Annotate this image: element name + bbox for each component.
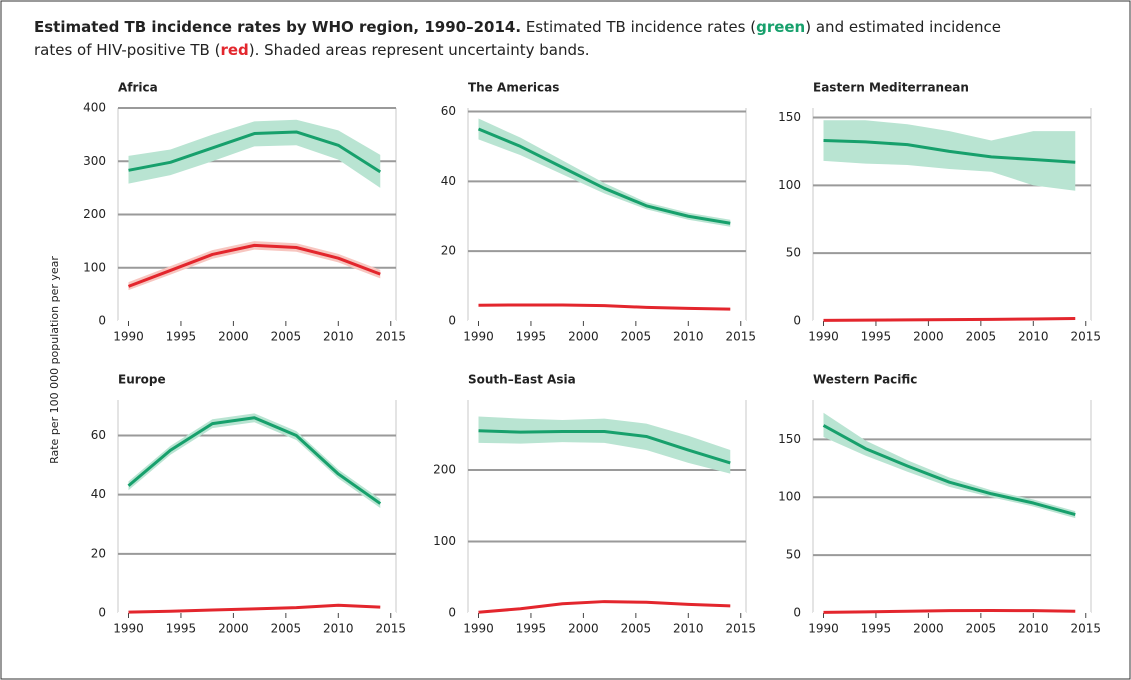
series-line bbox=[127, 243, 381, 288]
series-line bbox=[823, 139, 1076, 164]
y-tick-label: 400 bbox=[83, 101, 106, 115]
y-tick-label: 20 bbox=[441, 244, 456, 258]
x-tick-label: 2000 bbox=[568, 330, 599, 344]
y-tick-label: 20 bbox=[91, 546, 106, 560]
series-line bbox=[127, 416, 382, 505]
y-tick-label: 100 bbox=[778, 178, 801, 192]
y-tick-label: 50 bbox=[786, 548, 801, 562]
panel-title: Eastern Mediterranean bbox=[813, 81, 969, 95]
y-tick-label: 0 bbox=[98, 606, 106, 620]
series-line bbox=[128, 603, 381, 614]
caption-green: green bbox=[756, 18, 805, 36]
x-tick-label: 2005 bbox=[621, 622, 652, 636]
x-tick-label: 2010 bbox=[1018, 330, 1049, 344]
x-tick-label: 2010 bbox=[673, 330, 704, 344]
x-tick-label: 1995 bbox=[516, 330, 547, 344]
x-tick-label: 2015 bbox=[375, 330, 406, 344]
x-tick-label: 2000 bbox=[568, 622, 599, 636]
series-line bbox=[823, 608, 1076, 614]
y-tick-label: 60 bbox=[441, 104, 456, 118]
uncertainty-band bbox=[478, 416, 731, 474]
uncertainty-band bbox=[128, 241, 381, 291]
uncertainty-band bbox=[128, 119, 381, 188]
caption-text: Estimated TB incidence rates ( bbox=[526, 18, 756, 36]
y-tick-label: 50 bbox=[786, 246, 801, 260]
x-tick-label: 1995 bbox=[166, 330, 197, 344]
y-tick-label: 40 bbox=[441, 174, 456, 188]
y-tick-label: 200 bbox=[83, 207, 106, 221]
y-tick-label: 0 bbox=[793, 314, 801, 328]
x-tick-label: 2010 bbox=[1018, 622, 1049, 636]
y-tick-label: 40 bbox=[91, 487, 106, 501]
series-line bbox=[477, 127, 731, 225]
x-tick-label: 1990 bbox=[463, 330, 494, 344]
y-tick-label: 0 bbox=[448, 606, 456, 620]
y-tick-label: 100 bbox=[433, 534, 456, 548]
x-tick-label: 1995 bbox=[516, 622, 547, 636]
y-tick-label: 100 bbox=[778, 490, 801, 504]
panel-title: Western Pacific bbox=[813, 373, 917, 387]
series-line bbox=[478, 600, 731, 614]
x-tick-label: 1990 bbox=[808, 330, 839, 344]
panel-title: Europe bbox=[118, 373, 166, 387]
x-tick-label: 2015 bbox=[725, 330, 756, 344]
x-tick-label: 2000 bbox=[218, 622, 249, 636]
caption-line: rates of HIV-positive TB (red). Shaded a… bbox=[34, 41, 590, 59]
x-tick-label: 1990 bbox=[113, 622, 144, 636]
y-tick-label: 60 bbox=[91, 428, 106, 442]
x-tick-label: 2005 bbox=[271, 330, 302, 344]
uncertainty-band bbox=[823, 412, 1076, 519]
x-tick-label: 1990 bbox=[463, 622, 494, 636]
x-tick-label: 2010 bbox=[323, 622, 354, 636]
x-tick-label: 1990 bbox=[113, 330, 144, 344]
uncertainty-band bbox=[478, 118, 731, 227]
x-tick-label: 1995 bbox=[166, 622, 197, 636]
caption-line: Estimated TB incidence rates by WHO regi… bbox=[34, 18, 1001, 36]
x-tick-label: 2005 bbox=[271, 622, 302, 636]
caption-text: ). Shaded areas represent uncertainty ba… bbox=[249, 41, 590, 59]
x-tick-label: 2005 bbox=[966, 330, 997, 344]
series-line bbox=[478, 429, 731, 465]
y-tick-label: 150 bbox=[778, 432, 801, 446]
y-tick-label: 300 bbox=[83, 154, 106, 168]
y-tick-label: 0 bbox=[448, 314, 456, 328]
x-tick-label: 2000 bbox=[913, 622, 944, 636]
panel-title: South–East Asia bbox=[468, 373, 576, 387]
series-line bbox=[128, 130, 382, 174]
x-tick-label: 2005 bbox=[621, 330, 652, 344]
x-tick-label: 1990 bbox=[808, 622, 839, 636]
panel-title: The Americas bbox=[468, 81, 559, 95]
series-line bbox=[478, 303, 731, 311]
caption-title: Estimated TB incidence rates by WHO regi… bbox=[34, 18, 521, 36]
y-tick-label: 100 bbox=[83, 260, 106, 274]
x-tick-label: 1995 bbox=[861, 622, 892, 636]
caption-text: ) and estimated incidence bbox=[805, 18, 1001, 36]
x-tick-label: 2015 bbox=[375, 622, 406, 636]
x-tick-label: 2015 bbox=[725, 622, 756, 636]
y-tick-label: 150 bbox=[778, 110, 801, 124]
uncertainty-band bbox=[823, 120, 1076, 191]
x-tick-label: 2000 bbox=[913, 330, 944, 344]
x-tick-label: 2010 bbox=[323, 330, 354, 344]
y-tick-label: 200 bbox=[433, 463, 456, 477]
y-axis-label: Rate per 100 000 population per year bbox=[48, 256, 61, 464]
caption-text: rates of HIV-positive TB ( bbox=[34, 41, 220, 59]
x-tick-label: 2010 bbox=[673, 622, 704, 636]
y-tick-label: 0 bbox=[793, 606, 801, 620]
series-line bbox=[822, 424, 1076, 517]
x-tick-label: 2000 bbox=[218, 330, 249, 344]
y-tick-label: 0 bbox=[98, 314, 106, 328]
caption-red: red bbox=[220, 41, 248, 59]
x-tick-label: 2015 bbox=[1070, 330, 1101, 344]
x-tick-label: 1995 bbox=[861, 330, 892, 344]
x-tick-label: 2005 bbox=[966, 622, 997, 636]
panel-title: Africa bbox=[118, 81, 158, 95]
x-tick-label: 2015 bbox=[1070, 622, 1101, 636]
series-line bbox=[823, 317, 1076, 322]
